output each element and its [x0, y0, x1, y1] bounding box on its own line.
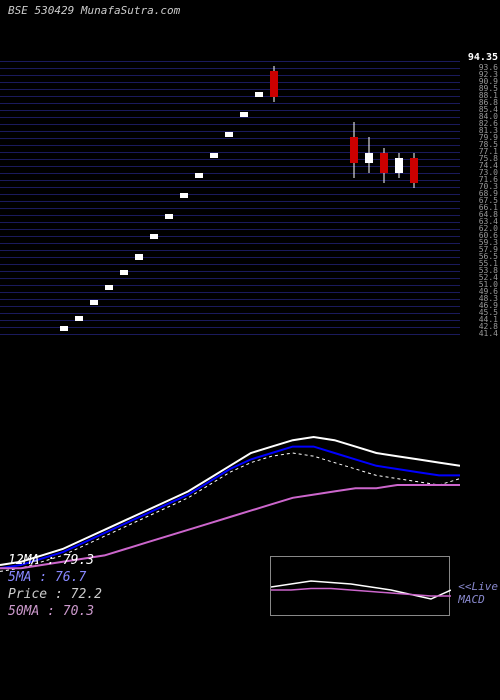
legend-5ma: 5MA : 76.7 — [8, 570, 102, 587]
candlestick-chart: 94.3593.692.390.989.588.186.885.484.082.… — [0, 61, 500, 341]
candle-container — [0, 61, 460, 341]
chart-header: BSE 530429 MunafaSutra.com — [0, 0, 500, 21]
site-label: MunafaSutra.com — [81, 4, 180, 17]
legend-50ma: 50MA : 70.3 — [8, 604, 102, 621]
macd-live-label: <<Live — [458, 580, 498, 593]
ticker-label: BSE 530429 — [8, 4, 74, 17]
macd-svg — [271, 557, 451, 617]
moving-average-panel: 12MA : 79.3 5MA : 76.7 Price : 72.2 50MA… — [0, 421, 500, 621]
legend-12ma: 12MA : 79.3 — [8, 553, 102, 570]
macd-label: <<Live MACD — [458, 580, 498, 606]
price-axis: 94.3593.692.390.989.588.186.885.484.082.… — [460, 61, 500, 341]
ma-legend: 12MA : 79.3 5MA : 76.7 Price : 72.2 50MA… — [8, 553, 102, 621]
macd-inset — [270, 556, 450, 616]
macd-name-label: MACD — [458, 593, 498, 606]
legend-price: Price : 72.2 — [8, 587, 102, 604]
